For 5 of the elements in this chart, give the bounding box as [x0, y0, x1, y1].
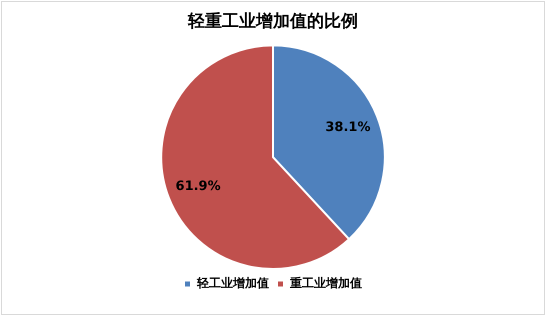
data-label: 38.1%: [325, 120, 370, 136]
legend-label: 轻工业增加值: [196, 276, 269, 290]
data-label: 61.9%: [176, 178, 221, 194]
chart-title: 轻重工业增加值的比例: [187, 12, 358, 32]
legend-label: 重工业增加值: [289, 276, 362, 290]
